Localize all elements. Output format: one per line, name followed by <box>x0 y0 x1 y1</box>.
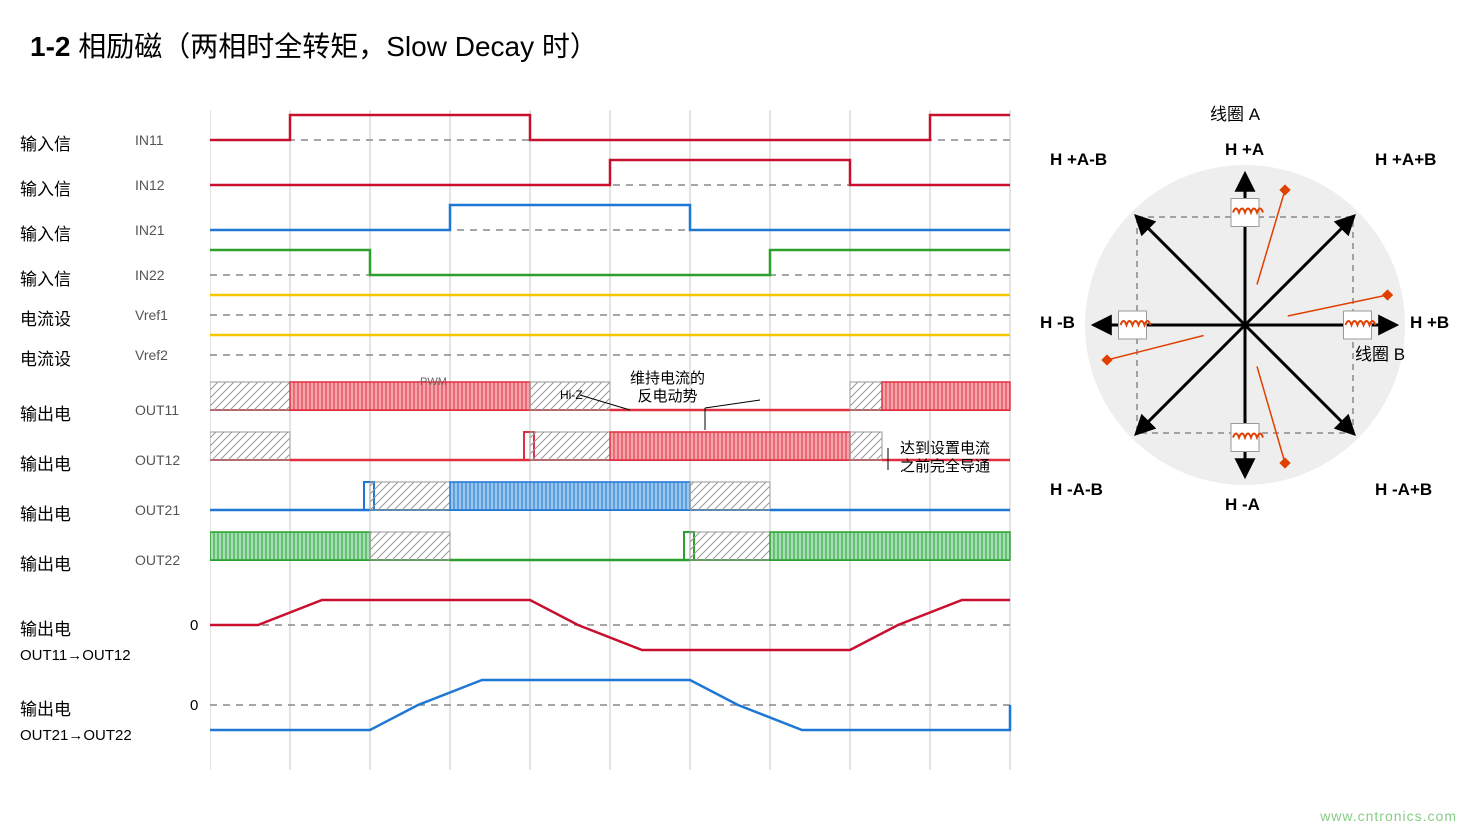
vec-S: H -A <box>1225 495 1260 515</box>
timing-svg <box>210 110 1020 800</box>
vec-E: H +B <box>1410 313 1449 333</box>
sublabel-curB: OUT21→OUT22 <box>20 727 132 744</box>
sig-label-vref1: Vref1 <box>135 307 168 323</box>
vector-diagram: 线圈 A 线圈 B H +A H +A+B H +B H -A+B H -A H… <box>1030 110 1460 540</box>
sublabel-curA: OUT11→OUT12 <box>20 647 131 664</box>
title-prefix: 1-2 <box>30 31 70 62</box>
vec-W: H -B <box>1040 313 1075 333</box>
sig-label-out11: OUT11 <box>135 402 179 418</box>
vector-svg <box>1030 110 1460 540</box>
timing-diagram: 输入信 IN11 输入信 IN12 输入信 IN21 输入信 IN22 电流设 Vref1 电流设 V… <box>20 110 1020 800</box>
sig-label-in22: IN22 <box>135 267 165 283</box>
vec-NW: H +A-B <box>1050 150 1107 170</box>
annot-hi-z: Hi-Z <box>560 388 583 402</box>
zero-curB: 0 <box>190 697 198 714</box>
annot-fullon-2: 之前完全导通 <box>900 458 990 475</box>
annot-pwm: PWM <box>420 376 447 389</box>
row-label-in12: 输入信 <box>20 175 71 200</box>
annot-backemf-2: 反电动势 <box>638 388 698 405</box>
vec-SW: H -A-B <box>1050 480 1103 500</box>
page-title: 1-2 相励磁（两相时全转矩，Slow Decay 时） <box>30 25 598 65</box>
sig-label-in11: IN11 <box>135 132 164 148</box>
annot-backemf: 维持电流的 反电动势 <box>630 370 705 406</box>
sig-label-vref2: Vref2 <box>135 347 168 363</box>
zero-curA: 0 <box>190 617 198 634</box>
row-label-in11: 输入信 <box>20 130 71 155</box>
row-label-vref2: 电流设 <box>20 345 71 370</box>
coil-a-label: 线圈 A <box>1210 100 1260 125</box>
row-label-out21: 输出电 <box>20 500 71 525</box>
row-label-curB: 输出电 <box>20 695 71 720</box>
sig-label-out22: OUT22 <box>135 552 180 568</box>
row-label-in22: 输入信 <box>20 265 71 290</box>
vec-N: H +A <box>1225 140 1264 160</box>
row-label-curA: 输出电 <box>20 615 71 640</box>
annot-fullon-1: 达到设置电流 <box>900 440 990 457</box>
sig-label-in21: IN21 <box>135 222 165 238</box>
row-label-out12: 输出电 <box>20 450 71 475</box>
row-label-in21: 输入信 <box>20 220 71 245</box>
page: 1-2 相励磁（两相时全转矩，Slow Decay 时） 输入信 IN11 输入信 I… <box>0 0 1477 834</box>
annot-fullon: 达到设置电流 之前完全导通 <box>900 440 990 476</box>
watermark: www.cntronics.com <box>1320 808 1457 824</box>
coil-b-label: 线圈 B <box>1355 340 1405 365</box>
vec-SE: H -A+B <box>1375 480 1432 500</box>
sig-label-out12: OUT12 <box>135 452 180 468</box>
annot-backemf-1: 维持电流的 <box>630 370 705 387</box>
row-label-vref1: 电流设 <box>20 305 71 330</box>
timing-svg-wrap <box>210 110 1020 800</box>
row-label-out22: 输出电 <box>20 550 71 575</box>
title-text: 相励磁（两相时全转矩，Slow Decay 时） <box>70 31 597 62</box>
sig-label-out21: OUT21 <box>135 502 180 518</box>
sig-label-in12: IN12 <box>135 177 165 193</box>
row-label-out11: 输出电 <box>20 400 71 425</box>
vec-NE: H +A+B <box>1375 150 1436 170</box>
